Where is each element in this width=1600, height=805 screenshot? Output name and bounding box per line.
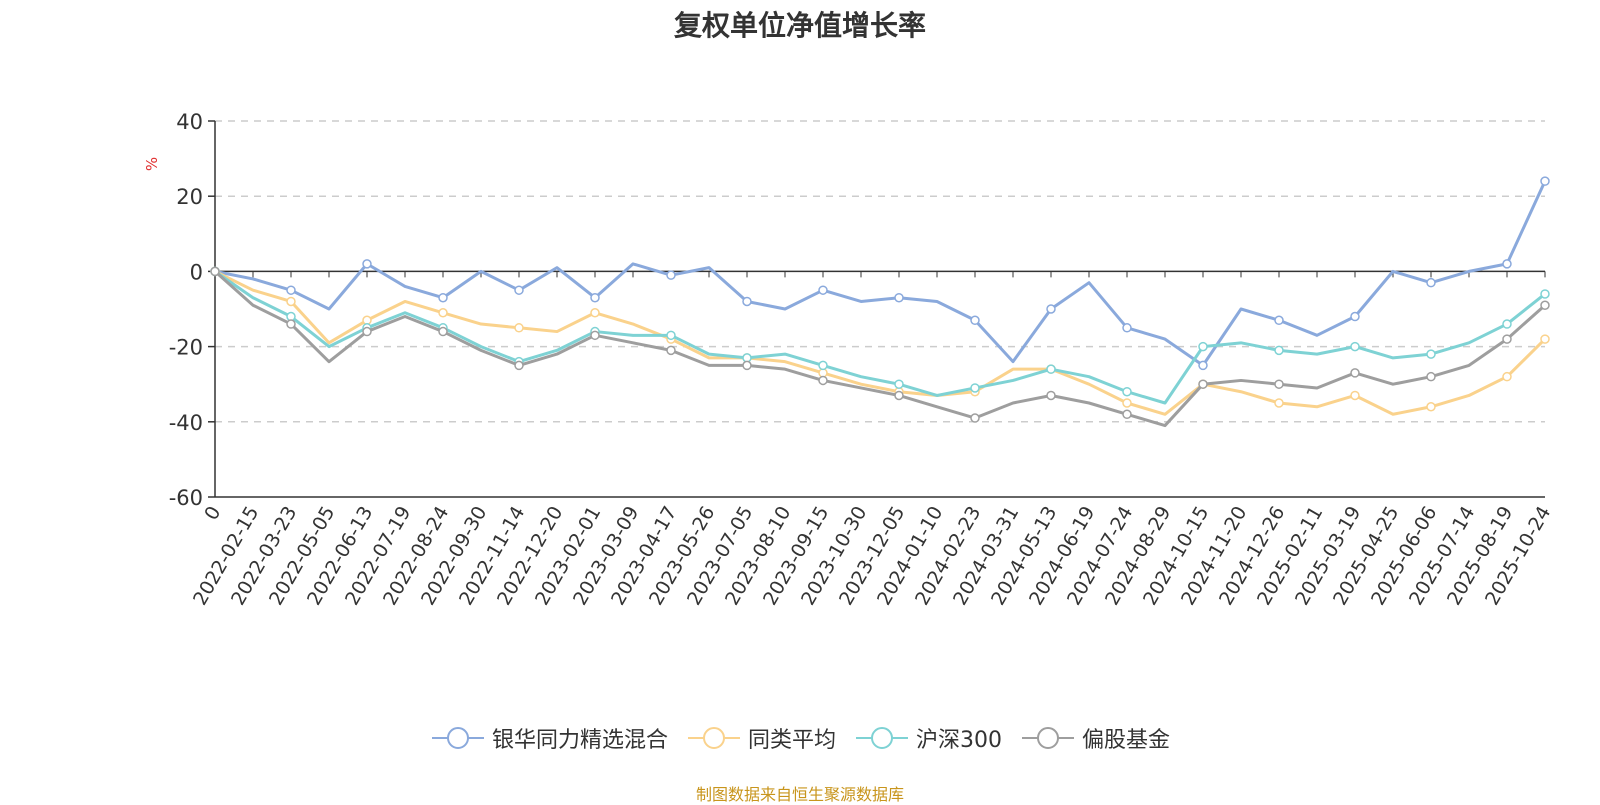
series-point-2	[1502, 319, 1512, 329]
y-tick-label: -40	[169, 411, 203, 435]
legend-item-2[interactable]: 沪深300	[854, 722, 1002, 754]
legend: 银华同力精选混合 同类平均 沪深300 偏股基金	[0, 722, 1600, 754]
series-point-3	[362, 326, 372, 337]
series-point-0	[286, 285, 296, 295]
series-point-0	[1426, 277, 1436, 288]
legend-label: 同类平均	[747, 728, 836, 753]
y-tick-label: -60	[169, 486, 203, 510]
legend-swatch-marker	[702, 727, 725, 749]
series-point-0	[1502, 259, 1512, 269]
series-point-1	[1350, 390, 1360, 401]
legend-item-0[interactable]: 银华同力精选混合	[430, 722, 668, 754]
y-unit-label: %	[143, 157, 161, 171]
series-point-0	[590, 292, 600, 303]
series-point-3	[742, 360, 752, 371]
series-line-3	[214, 270, 1546, 428]
legend-swatch-icon	[856, 727, 908, 749]
legend-label: 偏股基金	[1082, 728, 1171, 753]
series-point-3	[1350, 368, 1360, 378]
series-point-2	[666, 330, 676, 341]
legend-label: 银华同力精选混合	[491, 728, 668, 753]
series-point-1	[438, 308, 448, 318]
series-point-0	[1540, 176, 1550, 186]
series-point-0	[1198, 360, 1208, 371]
y-tick-label: 0	[190, 260, 203, 284]
legend-swatch-icon	[1022, 727, 1074, 749]
legend-item-1[interactable]: 同类平均	[686, 722, 836, 754]
legend-swatch-marker	[871, 727, 893, 749]
series-point-3	[970, 413, 980, 423]
series-point-0	[1350, 311, 1360, 322]
legend-label: 沪深300	[916, 728, 1002, 753]
legend-swatch-marker	[446, 727, 469, 749]
series-point-1	[1540, 334, 1550, 344]
grid-lines	[215, 120, 1545, 423]
x-tick-label: 0	[200, 503, 225, 524]
series-point-1	[1122, 398, 1132, 408]
y-tick-label: -20	[169, 336, 203, 360]
series-point-2	[1274, 345, 1284, 356]
series-point-1	[1502, 371, 1512, 382]
series-point-3	[438, 326, 448, 337]
legend-swatch-icon	[431, 727, 484, 749]
series-point-0	[666, 270, 676, 280]
series-point-0	[514, 285, 524, 295]
series-point-0	[1122, 323, 1132, 333]
series-lines	[210, 176, 1550, 428]
series-point-0	[742, 296, 752, 307]
series-point-3	[1426, 371, 1436, 382]
series-point-0	[1046, 304, 1056, 314]
series-line-1	[214, 270, 1547, 416]
series-line-2	[214, 270, 1546, 405]
series-point-0	[894, 292, 904, 303]
series-point-3	[1540, 300, 1550, 310]
series-point-0	[1274, 315, 1284, 326]
series-point-2	[1350, 341, 1360, 352]
series-point-3	[1122, 409, 1132, 420]
series-point-2	[818, 360, 828, 371]
series-point-1	[590, 308, 600, 318]
series-point-3	[514, 360, 524, 371]
y-tick-label: 20	[176, 185, 203, 209]
series-point-0	[818, 285, 828, 295]
series-point-2	[1046, 364, 1056, 374]
series-point-2	[1198, 341, 1208, 352]
series-line-0	[214, 180, 1547, 367]
series-point-1	[286, 296, 296, 307]
axes	[208, 120, 1546, 498]
legend-swatch-marker	[1037, 727, 1059, 749]
series-point-3	[590, 330, 600, 341]
series-point-0	[362, 259, 372, 269]
series-point-2	[1540, 289, 1550, 299]
series-point-2	[970, 383, 980, 393]
series-point-2	[894, 379, 904, 389]
series-point-2	[1426, 349, 1436, 359]
series-point-3	[1198, 379, 1208, 389]
legend-swatch-icon	[687, 727, 740, 749]
chart-title: 复权单位净值增长率	[673, 9, 926, 42]
series-point-0	[970, 315, 980, 326]
source-note: 制图数据来自恒生聚源数据库	[695, 785, 904, 804]
axis-labels: 40200-20-40-60%02022-02-152022-03-232022…	[143, 110, 1555, 609]
series-point-3	[1274, 379, 1284, 389]
series-point-3	[1046, 390, 1056, 401]
series-point-1	[1426, 402, 1436, 412]
series-point-2	[1122, 386, 1132, 397]
series-point-3	[666, 345, 676, 356]
series-point-3	[210, 266, 220, 277]
series-point-3	[1502, 334, 1512, 344]
series-point-3	[894, 390, 904, 401]
series-point-1	[1274, 398, 1284, 408]
series-point-0	[438, 292, 448, 303]
y-tick-label: 40	[176, 110, 203, 134]
series-point-3	[818, 375, 828, 386]
series-point-3	[286, 319, 296, 329]
series-point-1	[514, 323, 524, 333]
legend-item-3[interactable]: 偏股基金	[1020, 722, 1170, 754]
